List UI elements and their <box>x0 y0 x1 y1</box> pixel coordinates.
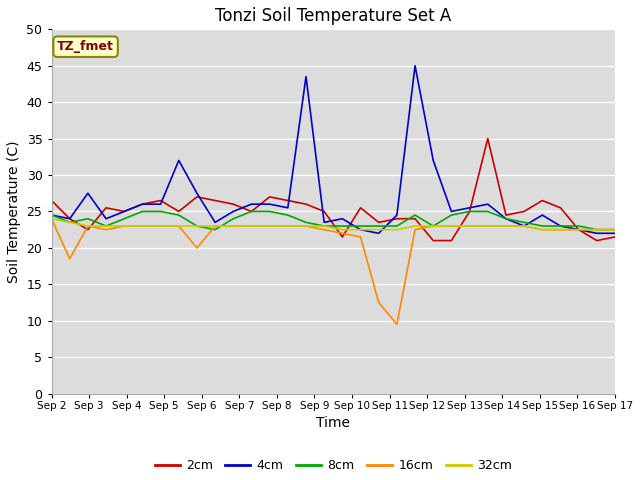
Title: Tonzi Soil Temperature Set A: Tonzi Soil Temperature Set A <box>215 7 451 25</box>
Y-axis label: Soil Temperature (C): Soil Temperature (C) <box>7 140 21 283</box>
X-axis label: Time: Time <box>316 416 350 430</box>
Legend: 2cm, 4cm, 8cm, 16cm, 32cm: 2cm, 4cm, 8cm, 16cm, 32cm <box>150 455 517 478</box>
Text: TZ_fmet: TZ_fmet <box>57 40 114 53</box>
